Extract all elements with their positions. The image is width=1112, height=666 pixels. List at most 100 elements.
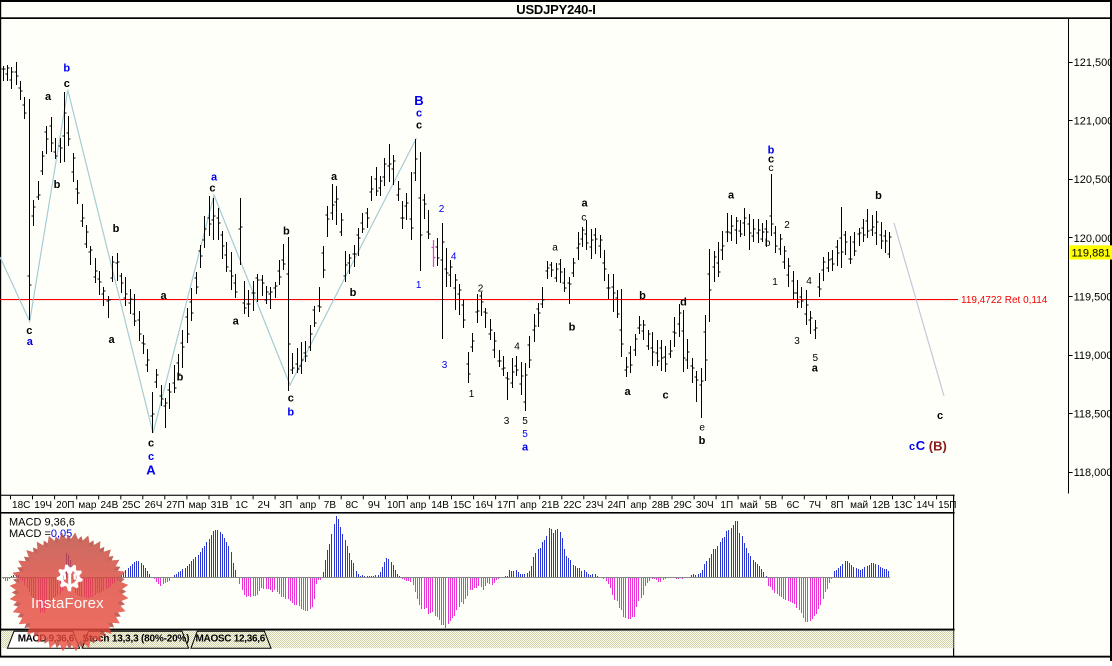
svg-text:апр: апр	[410, 500, 427, 511]
svg-text:6С: 6С	[787, 500, 800, 511]
svg-text:c: c	[663, 390, 669, 402]
svg-text:119,500: 119,500	[1074, 291, 1112, 303]
svg-text:9Ч: 9Ч	[368, 500, 380, 511]
svg-text:c: c	[148, 437, 154, 449]
svg-text:23Ч: 23Ч	[586, 500, 604, 511]
svg-text:c: c	[581, 212, 586, 224]
svg-text:c: c	[64, 78, 70, 90]
svg-text:b: b	[283, 226, 290, 238]
svg-text:31В: 31В	[211, 500, 229, 511]
svg-text:3: 3	[504, 416, 510, 427]
svg-text:5: 5	[813, 353, 819, 364]
svg-text:18С: 18С	[12, 500, 30, 511]
svg-text:118,500: 118,500	[1074, 409, 1112, 421]
svg-text:c: c	[937, 410, 943, 422]
svg-text:119,881: 119,881	[1072, 248, 1111, 260]
svg-text:a: a	[522, 442, 529, 454]
svg-text:MAOSC 12,36,6: MAOSC 12,36,6	[196, 634, 266, 645]
svg-text:14Ч: 14Ч	[916, 500, 934, 511]
svg-text:12В: 12В	[872, 500, 890, 511]
svg-text:a: a	[812, 363, 819, 375]
svg-text:121,500: 121,500	[1074, 57, 1112, 69]
svg-text:Stoch 13,3,3 (80%-20%): Stoch 13,3,3 (80%-20%)	[83, 634, 190, 645]
svg-text:10П: 10П	[387, 500, 405, 511]
svg-text:e: e	[699, 422, 705, 433]
svg-text:b: b	[569, 322, 576, 334]
svg-text:c: c	[288, 393, 294, 405]
svg-text:21В: 21В	[542, 500, 560, 511]
svg-text:5: 5	[522, 416, 528, 427]
svg-text:a: a	[233, 316, 240, 328]
svg-text:май: май	[850, 500, 868, 511]
svg-text:26Ч: 26Ч	[145, 500, 163, 511]
svg-text:1П: 1П	[720, 500, 733, 511]
svg-text:3: 3	[442, 360, 448, 371]
svg-text:c: c	[768, 154, 774, 166]
svg-text:2: 2	[478, 284, 484, 295]
svg-text:1: 1	[416, 280, 422, 291]
svg-text:a: a	[161, 290, 168, 302]
svg-text:a: a	[624, 386, 631, 398]
svg-text:1С: 1С	[235, 500, 248, 511]
svg-text:15С: 15С	[453, 500, 471, 511]
svg-text:d: d	[680, 297, 687, 309]
svg-text:27П: 27П	[166, 500, 184, 511]
svg-text:c: c	[148, 451, 154, 463]
svg-text:4: 4	[514, 342, 520, 353]
svg-text:13С: 13С	[894, 500, 912, 511]
svg-text:b: b	[768, 144, 775, 156]
svg-text:a: a	[211, 172, 218, 184]
svg-text:b: b	[765, 238, 771, 249]
svg-text:b: b	[63, 63, 70, 75]
svg-text:C: C	[916, 438, 926, 453]
svg-text:15П: 15П	[938, 500, 956, 511]
svg-text:120,000: 120,000	[1074, 233, 1112, 245]
svg-text:c: c	[26, 325, 32, 337]
svg-text:b: b	[287, 407, 294, 419]
svg-text:c: c	[909, 441, 915, 453]
svg-text:29С: 29С	[674, 500, 692, 511]
svg-text:118,000: 118,000	[1074, 467, 1112, 479]
svg-text:a: a	[728, 190, 735, 202]
svg-text:c: c	[416, 108, 422, 120]
svg-text:b: b	[639, 290, 646, 302]
svg-text:b: b	[699, 435, 706, 447]
svg-text:28В: 28В	[652, 500, 670, 511]
svg-text:22С: 22С	[563, 500, 581, 511]
svg-text:24П: 24П	[607, 500, 625, 511]
svg-text:7Ч: 7Ч	[809, 500, 821, 511]
svg-text:май: май	[740, 500, 758, 511]
svg-text:5В: 5В	[765, 500, 778, 511]
svg-text:B: B	[414, 93, 423, 108]
svg-text:b: b	[113, 223, 120, 235]
svg-text:A: A	[146, 463, 156, 478]
svg-text:3: 3	[794, 336, 800, 347]
svg-text:24В: 24В	[101, 500, 119, 511]
svg-text:1: 1	[772, 277, 778, 288]
svg-text:4: 4	[806, 276, 812, 287]
svg-text:119,000: 119,000	[1074, 350, 1112, 362]
svg-text:b: b	[350, 287, 357, 299]
svg-text:a: a	[581, 198, 588, 210]
svg-text:USDJPY240-I: USDJPY240-I	[516, 2, 595, 17]
svg-text:a: a	[45, 91, 52, 103]
svg-text:b: b	[54, 179, 61, 191]
svg-text:InstaForex: InstaForex	[31, 595, 104, 612]
svg-text:(B): (B)	[929, 439, 947, 454]
svg-text:апр: апр	[520, 500, 537, 511]
svg-text:119,4722 Ret 0,114: 119,4722 Ret 0,114	[961, 295, 1048, 306]
svg-text:b: b	[177, 371, 184, 383]
svg-text:1: 1	[469, 389, 475, 400]
svg-text:a: a	[331, 171, 338, 183]
svg-text:121,000: 121,000	[1074, 116, 1112, 128]
svg-text:19Ч: 19Ч	[34, 500, 52, 511]
svg-text:5: 5	[522, 429, 528, 440]
svg-text:120,500: 120,500	[1074, 174, 1112, 186]
svg-text:25С: 25С	[122, 500, 140, 511]
svg-text:MACD 9,36,6: MACD 9,36,6	[9, 517, 75, 529]
svg-text:a: a	[108, 334, 115, 346]
svg-text:16Ч: 16Ч	[475, 500, 493, 511]
svg-text:8С: 8С	[346, 500, 359, 511]
svg-text:4: 4	[451, 252, 457, 263]
svg-text:мар: мар	[78, 500, 96, 511]
